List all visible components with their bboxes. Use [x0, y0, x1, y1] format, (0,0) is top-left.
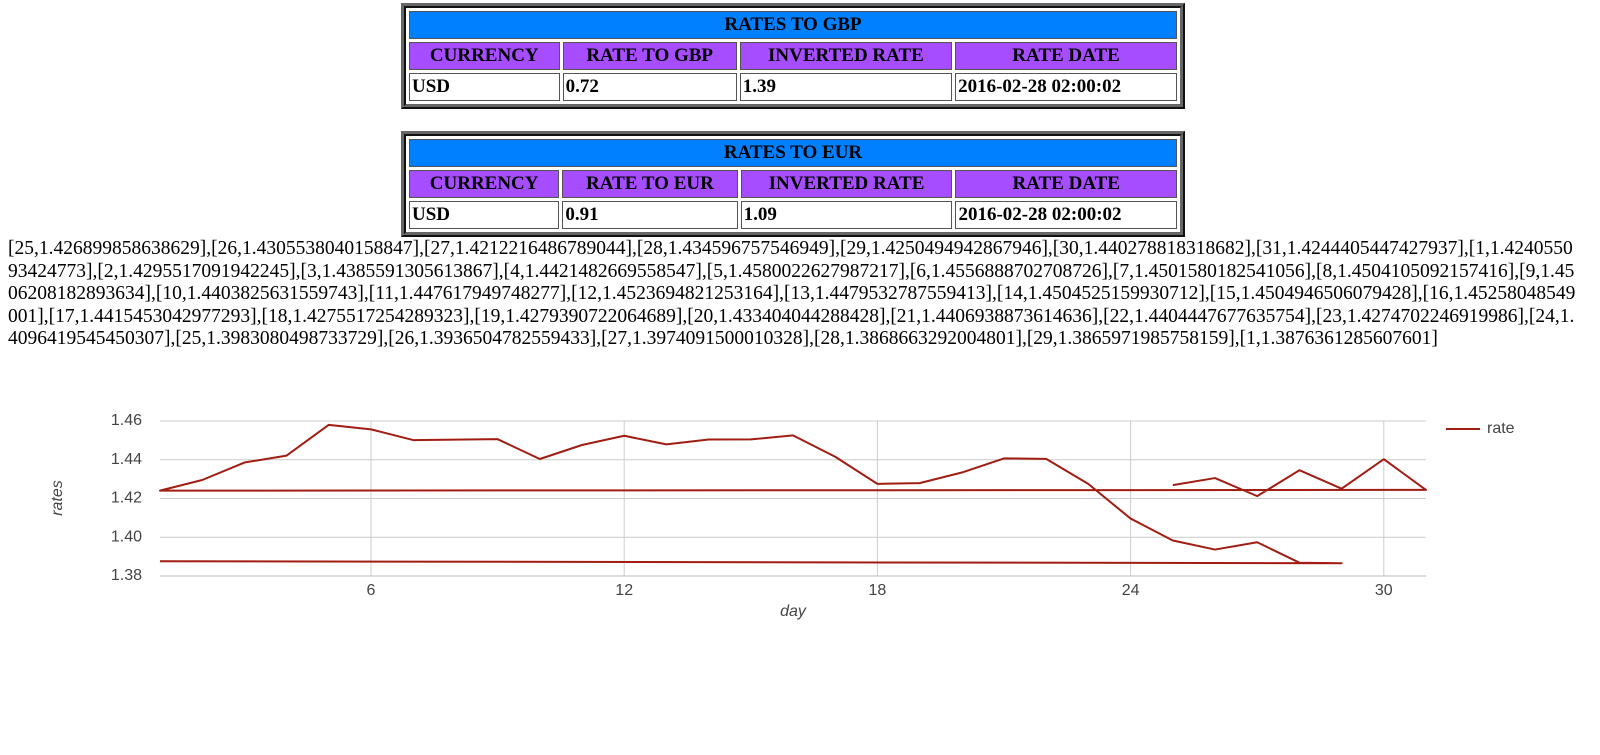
column-header: RATE TO GBP: [562, 42, 737, 70]
table-title: RATES TO GBP: [409, 11, 1177, 39]
x-tick-label: 30: [1375, 582, 1393, 599]
cell: 0.91: [562, 201, 738, 229]
cell: USD: [409, 201, 560, 229]
y-tick-label: 1.38: [111, 567, 142, 584]
y-tick-label: 1.46: [111, 412, 142, 429]
title-row: RATES TO EUR: [409, 139, 1177, 167]
y-axis-label: rates: [49, 480, 66, 516]
column-header: CURRENCY: [409, 170, 560, 198]
rates-table: RATES TO EUR CURRENCY RATE TO EUR INVERTED …: [401, 131, 1185, 237]
x-tick-label: 6: [367, 582, 376, 599]
y-tick-label: 1.44: [111, 451, 142, 468]
data-row: USD 0.91 1.09 2016-02-28 02:00:02: [409, 201, 1177, 229]
column-header: RATE DATE: [955, 170, 1177, 198]
column-header: INVERTED RATE: [739, 42, 953, 70]
header-row: CURRENCY RATE TO GBP INVERTED RATE RATE DAT…: [409, 42, 1177, 70]
column-header: INVERTED RATE: [740, 170, 953, 198]
cell: USD: [409, 73, 560, 101]
column-header: CURRENCY: [409, 42, 560, 70]
column-header: RATE DATE: [955, 42, 1177, 70]
x-tick-label: 24: [1122, 582, 1140, 599]
cell: 2016-02-28 02:00:02: [955, 201, 1177, 229]
y-tick-label: 1.40: [111, 528, 142, 545]
column-header: RATE TO EUR: [562, 170, 738, 198]
chart: day rates 1.38 1.40 1.42 1.44 1.46 6 12 18 24 30 r…: [49, 412, 1515, 620]
x-tick-label: 12: [615, 582, 633, 599]
cell: 1.39: [739, 73, 953, 101]
legend-label: rate: [1487, 420, 1515, 437]
cell: 0.72: [562, 73, 737, 101]
cell: 2016-02-28 02:00:02: [955, 73, 1177, 101]
y-tick-label: 1.42: [111, 490, 142, 507]
cell: 1.09: [740, 201, 953, 229]
data-line: [159, 423, 1427, 565]
header-row: CURRENCY RATE TO EUR INVERTED RATE RATE DAT…: [409, 170, 1177, 198]
data-row: USD 0.72 1.39 2016-02-28 02:00:02: [409, 73, 1177, 101]
x-axis-label: day: [780, 603, 807, 620]
table-title: RATES TO EUR: [409, 139, 1177, 167]
rates-table: RATES TO GBP CURRENCY RATE TO GBP INVERTED …: [401, 3, 1185, 109]
title-row: RATES TO GBP: [409, 11, 1177, 39]
data-dump: [25,1.426899858638629],[26,1.43055380401…: [8, 238, 1576, 349]
x-tick-label: 18: [869, 582, 887, 599]
